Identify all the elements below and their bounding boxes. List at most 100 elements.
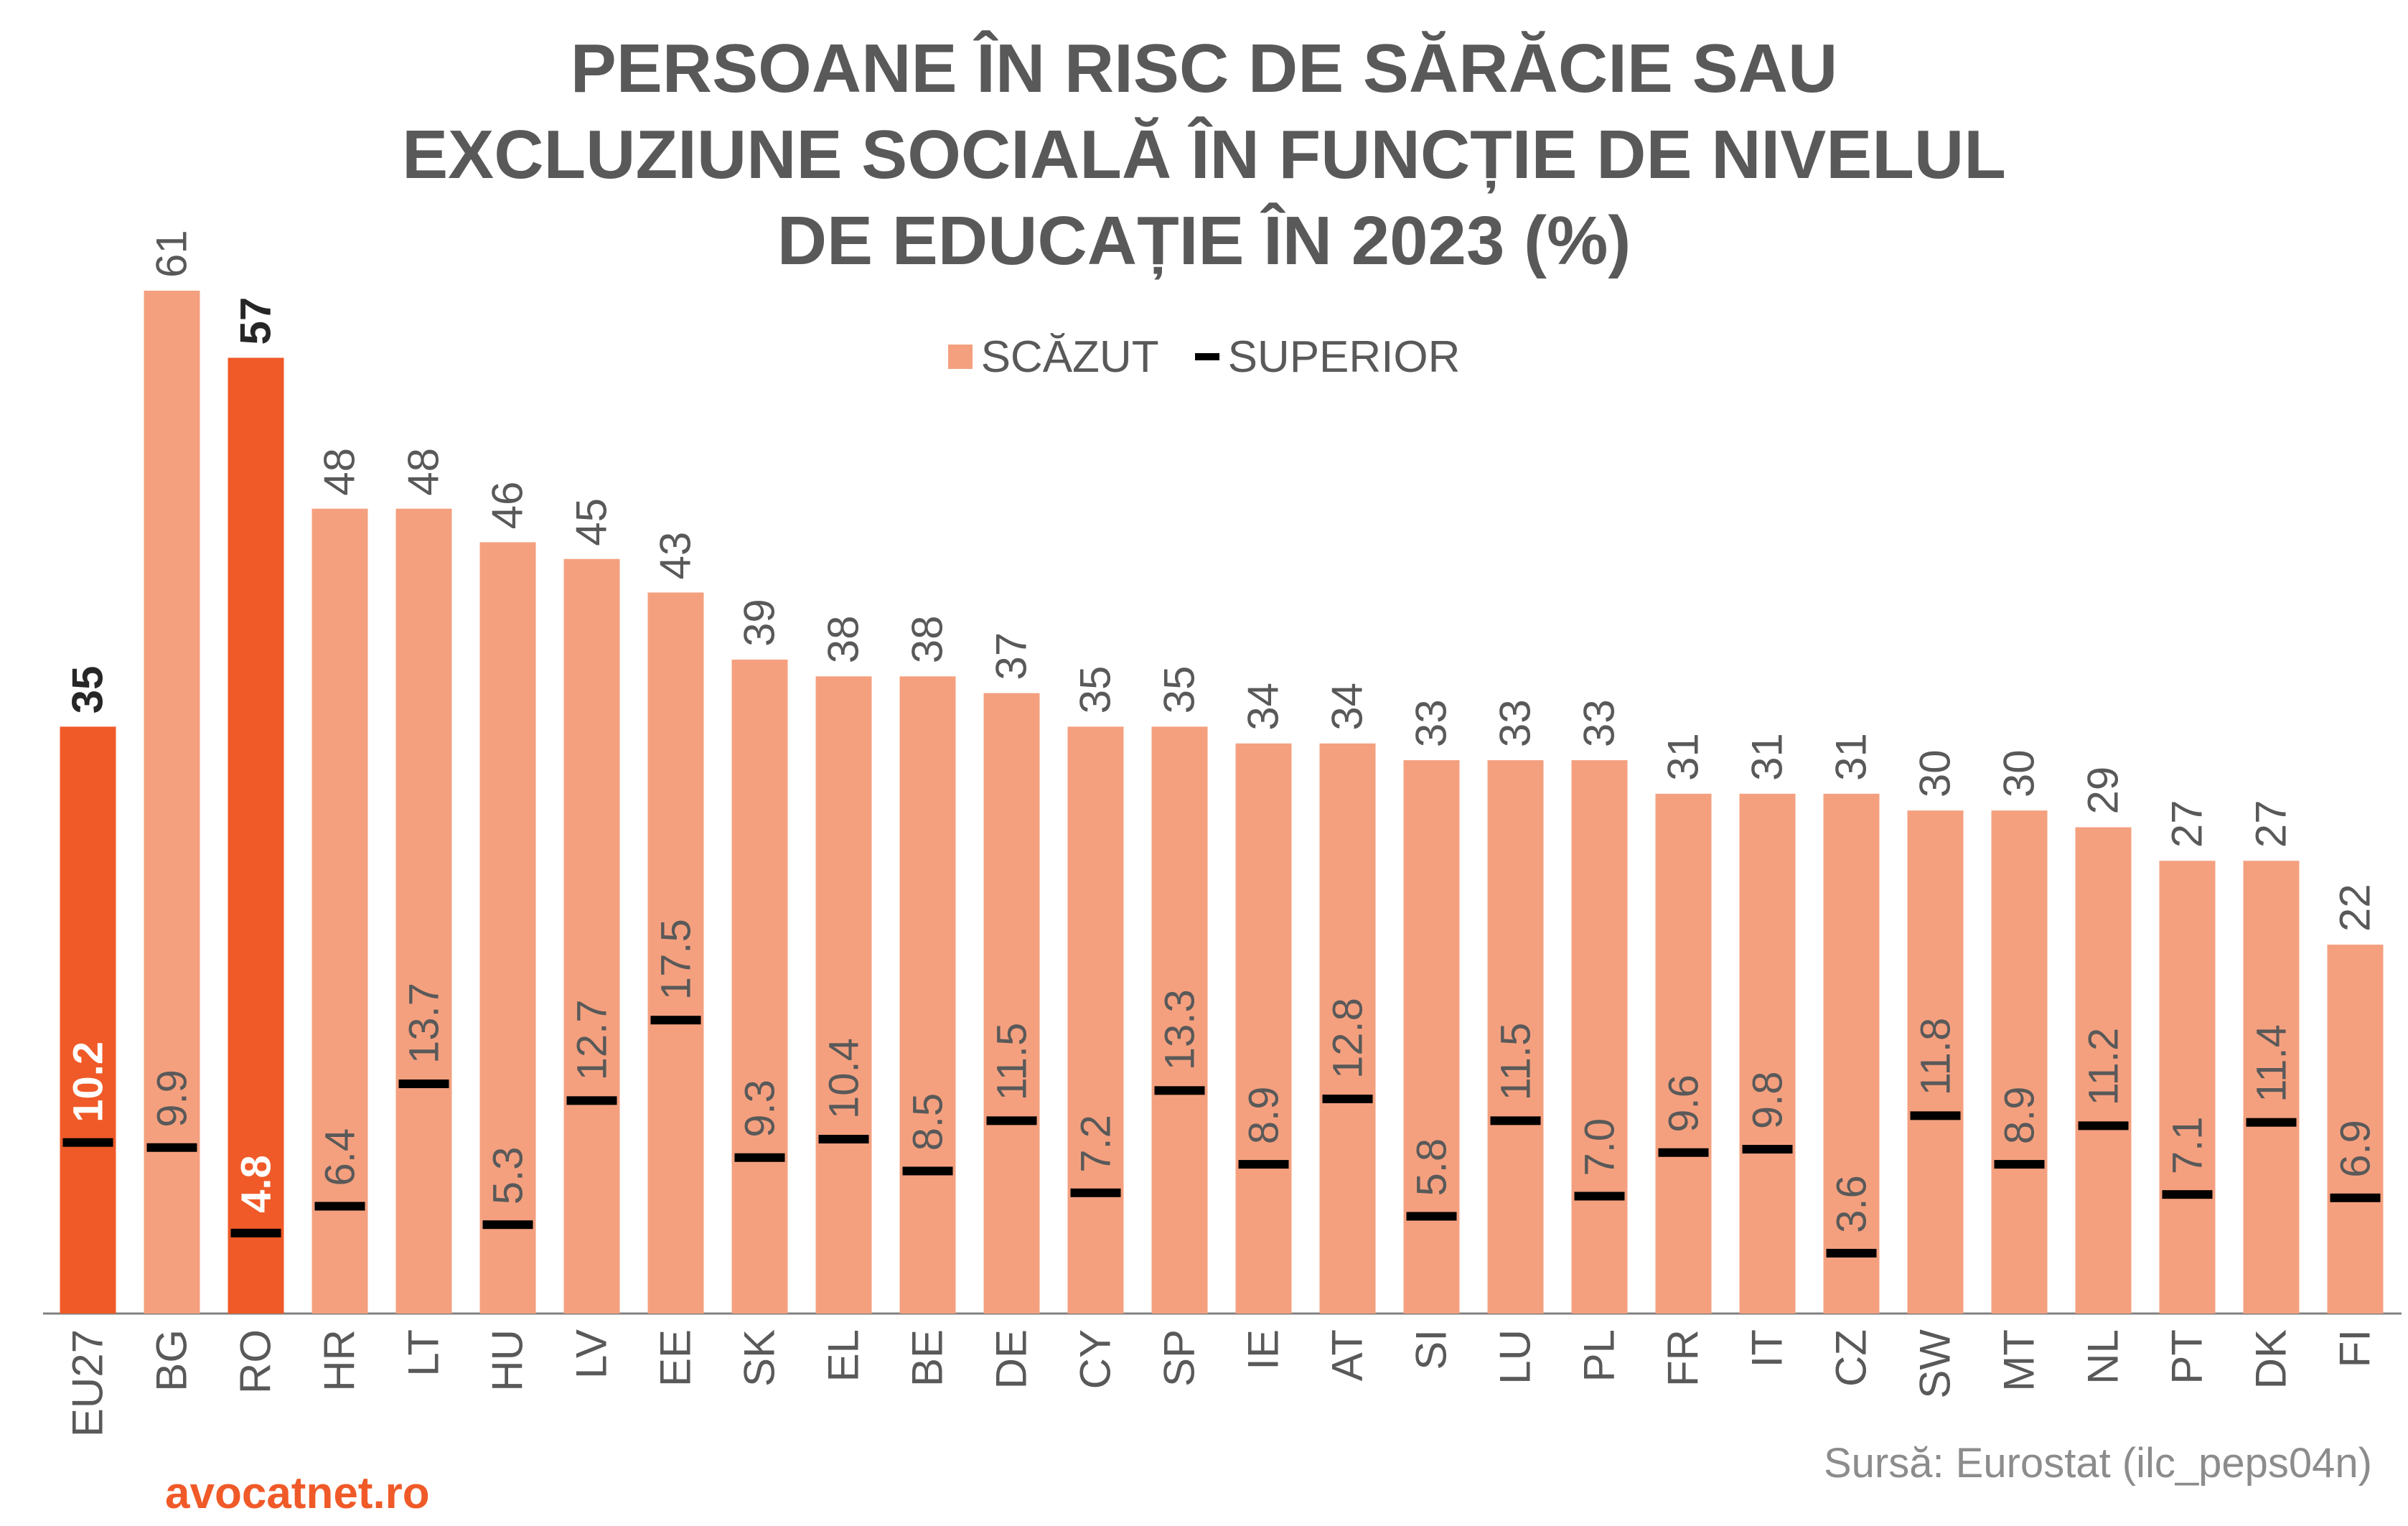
chart-title-line: DE EDUCAȚIE ÎN 2023 (%) bbox=[777, 202, 1631, 279]
superior-value-label: 9.3 bbox=[737, 1080, 784, 1138]
superior-marker bbox=[1406, 1212, 1457, 1221]
category-label: LT bbox=[400, 1329, 448, 1377]
superior-marker bbox=[1826, 1248, 1877, 1258]
bar-sw bbox=[1907, 810, 1964, 1314]
bar-value-label: 61 bbox=[148, 230, 196, 278]
bar-value-label: 37 bbox=[988, 632, 1036, 680]
category-label: HU bbox=[484, 1329, 532, 1392]
superior-value-label: 11.5 bbox=[989, 1023, 1036, 1101]
bar-be bbox=[899, 676, 956, 1314]
bar-value-label: 30 bbox=[1911, 749, 1959, 797]
category-label: SW bbox=[1911, 1329, 1959, 1399]
superior-marker bbox=[62, 1138, 113, 1147]
category-label: IE bbox=[1240, 1329, 1288, 1370]
legend-item-superior: SUPERIOR bbox=[1194, 332, 1461, 383]
category-label: SK bbox=[736, 1329, 784, 1387]
legend-swatch-marker bbox=[1194, 353, 1219, 360]
category-label: EU27 bbox=[64, 1329, 112, 1437]
superior-value-label: 9.6 bbox=[1661, 1075, 1707, 1133]
superior-marker bbox=[230, 1228, 281, 1237]
category-label: AT bbox=[1324, 1329, 1372, 1381]
superior-value-label: 5.8 bbox=[1409, 1138, 1456, 1197]
superior-marker bbox=[2162, 1190, 2213, 1199]
bar-lv bbox=[563, 558, 620, 1314]
bar-value-label: 27 bbox=[2163, 800, 2211, 848]
category-label: DK bbox=[2247, 1329, 2295, 1389]
superior-marker bbox=[650, 1016, 701, 1025]
category-label: DE bbox=[988, 1329, 1036, 1389]
superior-value-label: 11.8 bbox=[1913, 1018, 1959, 1096]
bar-value-label: 38 bbox=[904, 616, 952, 664]
superior-value-label: 6.4 bbox=[317, 1128, 364, 1186]
superior-value-label: 11.5 bbox=[1493, 1023, 1540, 1101]
superior-marker bbox=[1574, 1192, 1625, 1201]
category-label: HR bbox=[316, 1329, 364, 1392]
bar-value-label: 22 bbox=[2331, 884, 2379, 932]
superior-value-label: 11.4 bbox=[2249, 1024, 2295, 1103]
superior-value-label: 9.8 bbox=[1745, 1071, 1791, 1129]
bar-cy bbox=[1067, 726, 1124, 1314]
bar-value-label: 48 bbox=[400, 448, 448, 496]
bar-value-label: 39 bbox=[736, 599, 784, 647]
superior-value-label: 3.6 bbox=[1829, 1175, 1875, 1233]
superior-marker bbox=[314, 1202, 365, 1211]
superior-marker bbox=[1238, 1160, 1289, 1169]
bar-el bbox=[815, 676, 872, 1314]
superior-marker bbox=[1910, 1111, 1961, 1120]
superior-value-label: 12.7 bbox=[569, 999, 616, 1080]
bar-hu bbox=[479, 542, 536, 1314]
bar-it bbox=[1739, 793, 1796, 1314]
bar-value-label: 27 bbox=[2247, 800, 2295, 848]
superior-marker bbox=[1154, 1086, 1205, 1095]
superior-marker bbox=[482, 1220, 533, 1230]
bar-ee bbox=[647, 592, 704, 1314]
category-label: SI bbox=[1407, 1329, 1456, 1370]
legend-swatch-bar bbox=[947, 345, 973, 369]
superior-value-label: 13.7 bbox=[401, 983, 448, 1064]
bar-value-label: 34 bbox=[1240, 683, 1288, 731]
superior-marker bbox=[1742, 1145, 1793, 1154]
superior-marker bbox=[1490, 1116, 1541, 1125]
legend-label-superior: SUPERIOR bbox=[1227, 332, 1461, 382]
category-label: FR bbox=[1659, 1329, 1707, 1387]
bar-fr bbox=[1655, 793, 1712, 1314]
bar-value-label: 29 bbox=[2079, 767, 2127, 815]
superior-value-label: 10.2 bbox=[65, 1041, 112, 1123]
bar-value-label: 57 bbox=[232, 297, 280, 345]
bar-ie bbox=[1235, 743, 1292, 1314]
bar-sp bbox=[1151, 726, 1208, 1314]
chart-title: PERSOANE ÎN RISC DE SĂRĂCIE SAU EXCLUZIU… bbox=[0, 26, 2408, 284]
bar-pt bbox=[2159, 861, 2216, 1314]
bar-lt bbox=[395, 508, 452, 1314]
bar-value-label: 31 bbox=[1659, 733, 1707, 781]
superior-value-label: 13.3 bbox=[1157, 989, 1204, 1070]
bar-ro bbox=[228, 357, 284, 1314]
superior-marker bbox=[1658, 1148, 1709, 1157]
bar-sk bbox=[731, 659, 788, 1314]
superior-value-label: 8.9 bbox=[1241, 1086, 1288, 1144]
superior-marker bbox=[2246, 1118, 2297, 1127]
bar-value-label: 46 bbox=[484, 482, 532, 530]
bar-at bbox=[1319, 743, 1376, 1314]
superior-value-label: 8.9 bbox=[1997, 1086, 2043, 1144]
superior-value-label: 7.2 bbox=[1073, 1115, 1120, 1173]
category-label: PL bbox=[1575, 1329, 1624, 1382]
category-label: CY bbox=[1072, 1329, 1120, 1389]
chart-title-line: EXCLUZIUNE SOCIALĂ ÎN FUNCȚIE DE NIVELUL bbox=[402, 116, 2006, 193]
source-note: Sursă: Eurostat (ilc_peps04n) bbox=[1823, 1440, 2372, 1487]
category-label: RO bbox=[232, 1329, 280, 1394]
legend-label-scazut: SCĂZUT bbox=[980, 332, 1159, 382]
bar-bg bbox=[144, 291, 200, 1314]
category-label: CZ bbox=[1827, 1329, 1875, 1387]
superior-marker bbox=[734, 1153, 785, 1162]
superior-value-label: 4.8 bbox=[233, 1155, 280, 1213]
bar-cz bbox=[1823, 793, 1880, 1314]
superior-marker bbox=[2330, 1193, 2381, 1202]
superior-value-label: 5.3 bbox=[485, 1147, 532, 1205]
bar-eu27 bbox=[60, 726, 116, 1314]
superior-value-label: 17.5 bbox=[653, 919, 700, 1000]
bar-mt bbox=[1991, 810, 2048, 1314]
bar-dk bbox=[2243, 861, 2300, 1314]
superior-value-label: 10.4 bbox=[821, 1038, 868, 1119]
superior-value-label: 8.5 bbox=[905, 1093, 952, 1151]
